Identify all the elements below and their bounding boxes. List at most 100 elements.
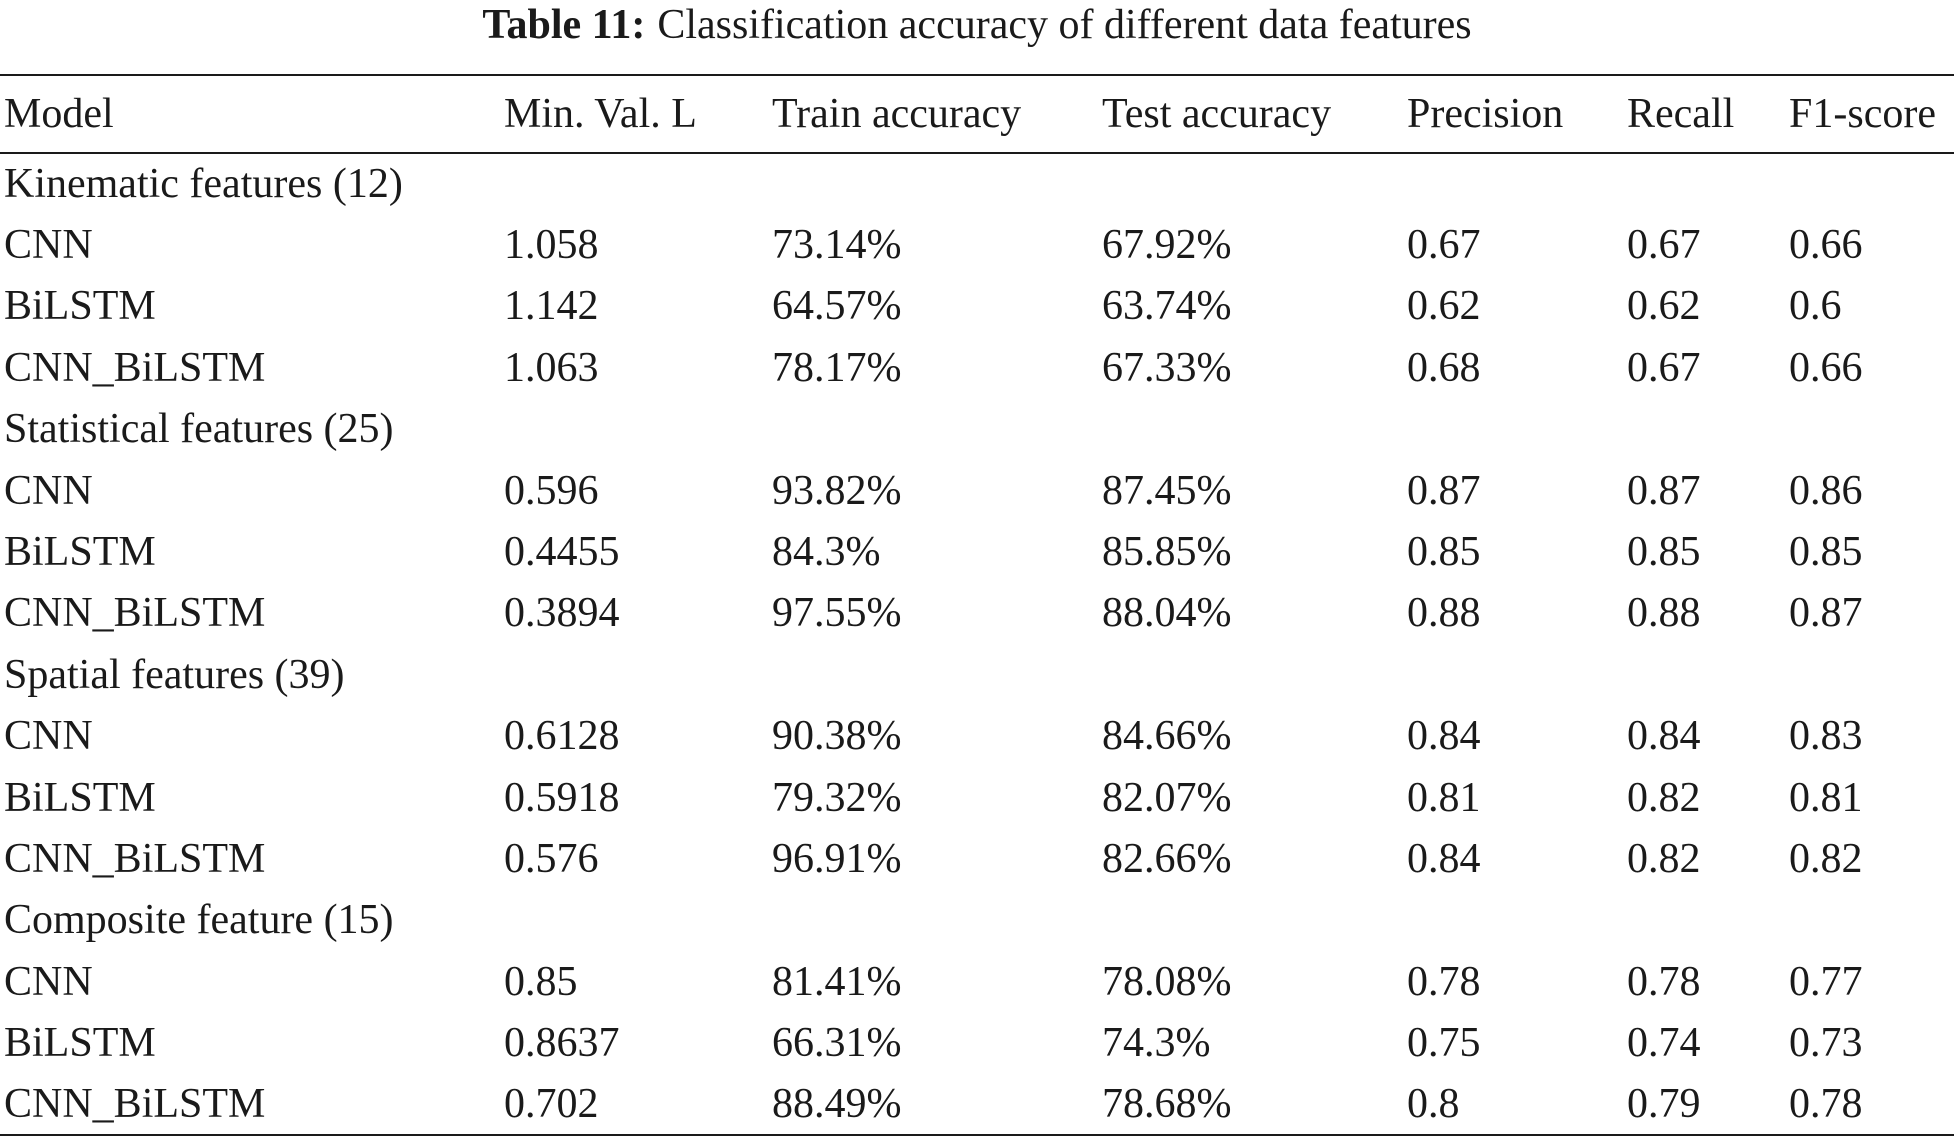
min-val-loss-cell: 0.576 bbox=[504, 835, 599, 882]
min-val-loss-cell: 0.8637 bbox=[504, 1020, 620, 1067]
precision-cell: 0.75 bbox=[1407, 1020, 1481, 1067]
train-accuracy-cell: 97.55% bbox=[772, 590, 902, 637]
table-row: BiLSTM 1.142 64.57% 63.74% 0.62 0.62 0.6 bbox=[0, 276, 1954, 337]
table-body: Kinematic features (12) CNN 1.058 73.14% 67.… bbox=[0, 153, 1954, 1136]
train-accuracy-cell: 84.3% bbox=[772, 529, 881, 576]
train-accuracy-cell: 90.38% bbox=[772, 713, 902, 760]
table-title: Classification accuracy of different dat… bbox=[657, 2, 1472, 48]
f1-score-cell: 0.82 bbox=[1789, 835, 1863, 882]
group-header-row: Spatial features (39) bbox=[0, 644, 1954, 705]
header-recall: Recall bbox=[1627, 91, 1735, 137]
table-row: CNN_BiLSTM 0.576 96.91% 82.66% 0.84 0.82 0.82 bbox=[0, 828, 1954, 889]
model-name-cell: CNN_BiLSTM bbox=[4, 590, 266, 637]
table-row: CNN_BiLSTM 0.3894 97.55% 88.04% 0.88 0.88 0.87 bbox=[0, 583, 1954, 644]
model-name-cell: CNN_BiLSTM bbox=[4, 835, 266, 882]
train-accuracy-cell: 96.91% bbox=[772, 835, 902, 882]
train-accuracy-cell: 79.32% bbox=[772, 774, 902, 821]
precision-cell: 0.78 bbox=[1407, 958, 1481, 1005]
test-accuracy-cell: 87.45% bbox=[1102, 467, 1232, 514]
f1-score-cell: 0.66 bbox=[1789, 222, 1863, 269]
test-accuracy-cell: 84.66% bbox=[1102, 713, 1232, 760]
table-caption: Table 11: Classification accuracy of diff… bbox=[0, 0, 1954, 58]
model-name-cell: CNN bbox=[4, 467, 93, 514]
precision-cell: 0.68 bbox=[1407, 344, 1481, 391]
min-val-loss-cell: 0.85 bbox=[504, 958, 578, 1005]
f1-score-cell: 0.83 bbox=[1789, 713, 1863, 760]
test-accuracy-cell: 78.68% bbox=[1102, 1081, 1232, 1128]
train-accuracy-cell: 93.82% bbox=[772, 467, 902, 514]
f1-score-cell: 0.6 bbox=[1789, 283, 1842, 330]
table-row: CNN_BiLSTM 0.702 88.49% 78.68% 0.8 0.79 0.78 bbox=[0, 1074, 1954, 1136]
test-accuracy-cell: 82.07% bbox=[1102, 774, 1232, 821]
group-header-row: Kinematic features (12) bbox=[0, 153, 1954, 214]
f1-score-cell: 0.85 bbox=[1789, 529, 1863, 576]
model-name-cell: CNN bbox=[4, 713, 93, 760]
recall-cell: 0.67 bbox=[1627, 344, 1701, 391]
f1-score-cell: 0.81 bbox=[1789, 774, 1863, 821]
train-accuracy-cell: 73.14% bbox=[772, 222, 902, 269]
train-accuracy-cell: 78.17% bbox=[772, 344, 902, 391]
header-min-val-loss: Min. Val. L bbox=[504, 91, 697, 137]
table-row: BiLSTM 0.5918 79.32% 82.07% 0.81 0.82 0.81 bbox=[0, 767, 1954, 828]
results-table: Model Min. Val. L Train accuracy Test accur… bbox=[0, 74, 1954, 1136]
group-title: Kinematic features (12) bbox=[4, 161, 403, 208]
min-val-loss-cell: 1.063 bbox=[504, 344, 599, 391]
precision-cell: 0.84 bbox=[1407, 835, 1481, 882]
header-test-accuracy: Test accuracy bbox=[1102, 91, 1332, 137]
recall-cell: 0.82 bbox=[1627, 774, 1701, 821]
min-val-loss-cell: 0.4455 bbox=[504, 529, 620, 576]
model-name-cell: CNN bbox=[4, 958, 93, 1005]
header-precision: Precision bbox=[1407, 91, 1564, 137]
min-val-loss-cell: 0.6128 bbox=[504, 713, 620, 760]
precision-cell: 0.87 bbox=[1407, 467, 1481, 514]
f1-score-cell: 0.73 bbox=[1789, 1020, 1863, 1067]
group-header-row: Statistical features (25) bbox=[0, 399, 1954, 460]
train-accuracy-cell: 88.49% bbox=[772, 1081, 902, 1128]
model-name-cell: BiLSTM bbox=[4, 774, 156, 821]
recall-cell: 0.87 bbox=[1627, 467, 1701, 514]
train-accuracy-cell: 64.57% bbox=[772, 283, 902, 330]
train-accuracy-cell: 66.31% bbox=[772, 1020, 902, 1067]
precision-cell: 0.62 bbox=[1407, 283, 1481, 330]
min-val-loss-cell: 0.3894 bbox=[504, 590, 620, 637]
model-name-cell: CNN_BiLSTM bbox=[4, 1081, 266, 1128]
table-row: CNN_BiLSTM 1.063 78.17% 67.33% 0.68 0.67 0.66 bbox=[0, 337, 1954, 398]
f1-score-cell: 0.77 bbox=[1789, 958, 1863, 1005]
recall-cell: 0.74 bbox=[1627, 1020, 1701, 1067]
precision-cell: 0.8 bbox=[1407, 1081, 1460, 1128]
recall-cell: 0.85 bbox=[1627, 529, 1701, 576]
recall-cell: 0.84 bbox=[1627, 713, 1701, 760]
group-title: Spatial features (39) bbox=[4, 651, 345, 698]
table-header: Model Min. Val. L Train accuracy Test accur… bbox=[0, 75, 1954, 153]
recall-cell: 0.88 bbox=[1627, 590, 1701, 637]
group-title: Statistical features (25) bbox=[4, 406, 394, 453]
f1-score-cell: 0.66 bbox=[1789, 344, 1863, 391]
f1-score-cell: 0.87 bbox=[1789, 590, 1863, 637]
group-title: Composite feature (15) bbox=[4, 897, 394, 944]
table-row: BiLSTM 0.4455 84.3% 85.85% 0.85 0.85 0.85 bbox=[0, 521, 1954, 582]
test-accuracy-cell: 67.33% bbox=[1102, 344, 1232, 391]
precision-cell: 0.88 bbox=[1407, 590, 1481, 637]
min-val-loss-cell: 1.058 bbox=[504, 222, 599, 269]
precision-cell: 0.84 bbox=[1407, 713, 1481, 760]
table-row: CNN 0.596 93.82% 87.45% 0.87 0.87 0.86 bbox=[0, 460, 1954, 521]
min-val-loss-cell: 1.142 bbox=[504, 283, 599, 330]
header-row: Model Min. Val. L Train accuracy Test accur… bbox=[0, 75, 1954, 153]
header-model: Model bbox=[4, 91, 114, 137]
recall-cell: 0.78 bbox=[1627, 958, 1701, 1005]
group-header-row: Composite feature (15) bbox=[0, 890, 1954, 951]
min-val-loss-cell: 0.596 bbox=[504, 467, 599, 514]
model-name-cell: BiLSTM bbox=[4, 1020, 156, 1067]
min-val-loss-cell: 0.702 bbox=[504, 1081, 599, 1128]
f1-score-cell: 0.78 bbox=[1789, 1081, 1863, 1128]
test-accuracy-cell: 63.74% bbox=[1102, 283, 1232, 330]
table-row: CNN 0.6128 90.38% 84.66% 0.84 0.84 0.83 bbox=[0, 706, 1954, 767]
recall-cell: 0.67 bbox=[1627, 222, 1701, 269]
model-name-cell: CNN_BiLSTM bbox=[4, 344, 266, 391]
recall-cell: 0.62 bbox=[1627, 283, 1701, 330]
table-row: CNN 1.058 73.14% 67.92% 0.67 0.67 0.66 bbox=[0, 214, 1954, 275]
test-accuracy-cell: 67.92% bbox=[1102, 222, 1232, 269]
precision-cell: 0.85 bbox=[1407, 529, 1481, 576]
test-accuracy-cell: 88.04% bbox=[1102, 590, 1232, 637]
train-accuracy-cell: 81.41% bbox=[772, 958, 902, 1005]
